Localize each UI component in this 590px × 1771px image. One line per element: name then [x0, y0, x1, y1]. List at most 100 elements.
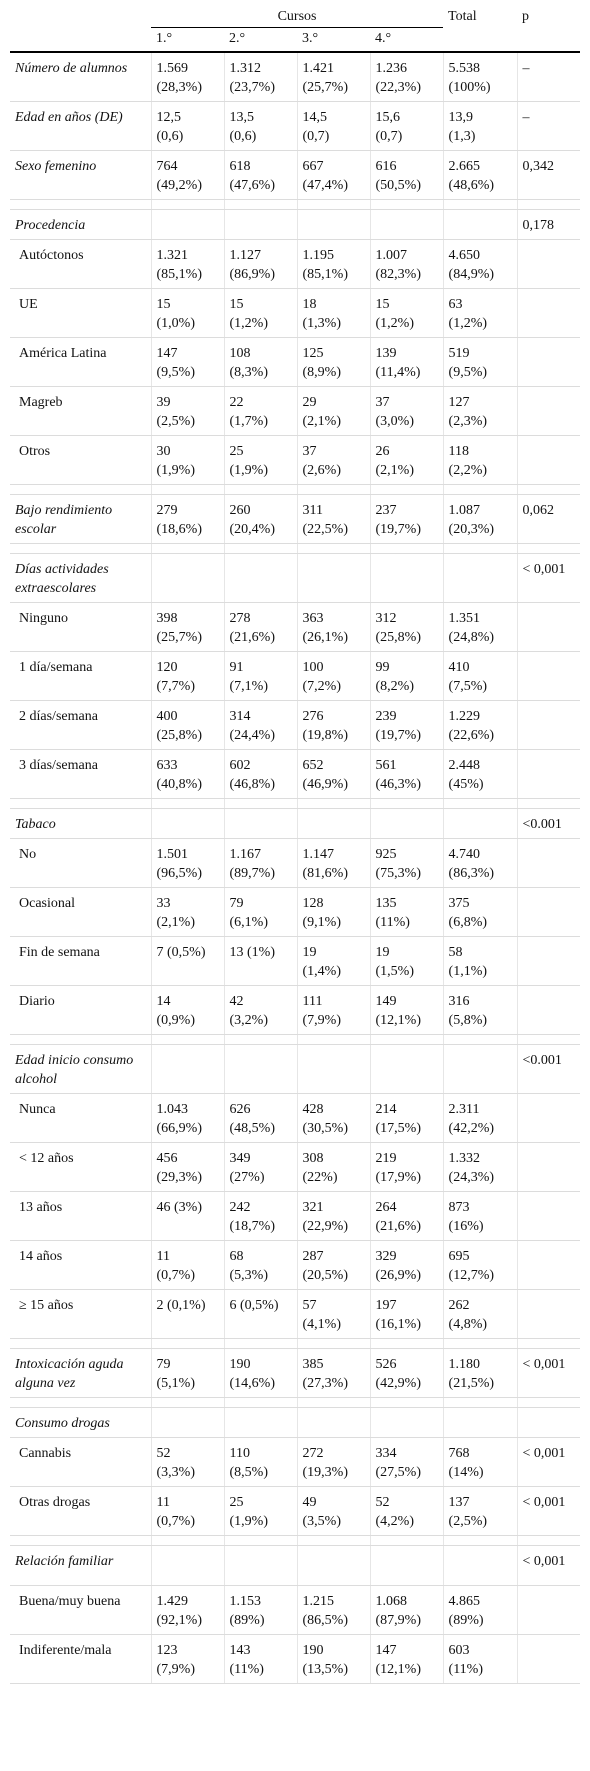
row-label: Ninguno [10, 602, 152, 652]
row-label: Otros [10, 435, 152, 485]
course-value-cell: 1.195 (85,1%) [297, 239, 371, 289]
row-label: Indiferente/mala [10, 1634, 152, 1684]
course-value-cell: 264 (21,6%) [370, 1191, 444, 1241]
section-row: Consumo drogas [10, 1407, 581, 1438]
percent-value: (16%) [448, 1219, 484, 1234]
count-value: 2 (0,1%) [156, 1298, 206, 1313]
course-value-cell: 143 (11%) [224, 1634, 298, 1684]
count-value: 1.153 [229, 1594, 262, 1609]
course-value-cell: 764 (49,2%) [151, 150, 225, 200]
percent-value: (2,1%) [375, 463, 415, 478]
total-value-cell: 58 (1,1%) [443, 936, 518, 986]
course-value-cell: 1.127 (86,9%) [224, 239, 298, 289]
count-value: 29 [302, 395, 317, 410]
course-value-cell: 25 (1,9%) [224, 435, 298, 485]
percent-value: (6,1%) [229, 915, 269, 930]
count-value: 143 [229, 1643, 251, 1658]
count-value: 123 [156, 1643, 178, 1658]
course-value-cell: 39 (2,5%) [151, 386, 225, 436]
row-label: Nunca [10, 1093, 152, 1143]
p-value-cell: 0,062 [517, 494, 581, 544]
course-value-cell: 278 (21,6%) [224, 602, 298, 652]
row-label: < 12 años [10, 1142, 152, 1192]
course-value-cell: 123 (7,9%) [151, 1634, 225, 1684]
count-value: 197 [375, 1298, 397, 1313]
course-value-cell: 311 (22,5%) [297, 494, 371, 544]
p-value-cell [517, 700, 581, 750]
percent-value: (26,9%) [375, 1268, 422, 1283]
course-value-cell: 149 (12,1%) [370, 985, 444, 1035]
course-value-cell: 15 (1,2%) [370, 288, 444, 338]
table-header: Cursos Total p 1.° 2.° 3.° 4.° [10, 7, 581, 53]
percent-value: (50,5%) [375, 178, 422, 193]
count-value: 264 [375, 1200, 397, 1215]
empty-cell [370, 1044, 444, 1094]
percent-value: (25,8%) [156, 728, 203, 743]
total-value-cell: 4.740 (86,3%) [443, 838, 518, 888]
spacer-cell [443, 1338, 518, 1349]
percent-value: (86,5%) [302, 1613, 349, 1628]
percent-value: (22,6%) [448, 728, 495, 743]
count-value: 118 [448, 444, 470, 459]
course-value-cell: 13 (1%) [224, 936, 298, 986]
course-value-cell: 42 (3,2%) [224, 985, 298, 1035]
count-value: 219 [375, 1151, 397, 1166]
percent-value: (13,5%) [302, 1662, 349, 1677]
p-value-cell: < 0,001 [517, 1545, 581, 1586]
course-value-cell: 1.215 (86,5%) [297, 1585, 371, 1635]
section-row: Procedencia 0,178 [10, 209, 581, 240]
count-value: 321 [302, 1200, 324, 1215]
count-value: 6 (0,5%) [229, 1298, 279, 1313]
percent-value: (12,1%) [375, 1662, 422, 1677]
empty-cell [224, 1407, 298, 1438]
percent-value: (20,3%) [448, 522, 495, 537]
spacer-row [10, 1397, 581, 1408]
course-value-cell: 19 (1,4%) [297, 936, 371, 986]
course-value-cell: 25 (1,9%) [224, 1486, 298, 1536]
percent-value: (2,3%) [448, 414, 488, 429]
percent-value: (14,6%) [229, 1376, 276, 1391]
course-value-cell: 242 (18,7%) [224, 1191, 298, 1241]
count-value: 456 [156, 1151, 178, 1166]
spacer-row [10, 543, 581, 554]
empty-cell [370, 209, 444, 240]
course-value-cell: 349 (27%) [224, 1142, 298, 1192]
count-value: 26 [375, 444, 390, 459]
row-label: Autóctonos [10, 239, 152, 289]
course-value-cell: 276 (19,8%) [297, 700, 371, 750]
empty-cell [443, 1044, 518, 1094]
count-value: 1.007 [375, 248, 408, 263]
count-value: 278 [229, 611, 251, 626]
spacer-cell [443, 1397, 518, 1408]
row-label: 3 días/semana [10, 749, 152, 799]
percent-value: (8,5%) [229, 1465, 269, 1480]
total-value-cell: 375 (6,8%) [443, 887, 518, 937]
percent-value: (1,9%) [156, 463, 196, 478]
table-row: Buena/muy buena 1.429 (92,1%) 1.153 (89%) 1.2… [10, 1585, 581, 1635]
spacer-cell [370, 543, 444, 554]
count-value: 19 [375, 945, 390, 960]
count-value: 108 [229, 346, 251, 361]
empty-cell [370, 1545, 444, 1586]
spacer-cell [10, 484, 152, 495]
percent-value: (40,8%) [156, 777, 203, 792]
count-value: 1.195 [302, 248, 335, 263]
empty-cell [297, 553, 371, 603]
spacer-cell [297, 1397, 371, 1408]
count-value: 873 [448, 1200, 470, 1215]
row-label: Magreb [10, 386, 152, 436]
count-value: 308 [302, 1151, 324, 1166]
percent-value: (4,8%) [448, 1317, 488, 1332]
p-value-cell: < 0,001 [517, 1486, 581, 1536]
count-value: 260 [229, 503, 251, 518]
table-row: 2 días/semana 400 (25,8%) 314 (24,4%) 276 (19,… [10, 700, 581, 750]
spacer-cell [10, 1338, 152, 1349]
spacer-cell [297, 543, 371, 554]
empty-cell [151, 1545, 225, 1586]
table-row: Otros 30 (1,9%) 25 (1,9%) 37 (2,6%) 26 (2,1%) 118… [10, 435, 581, 485]
row-label: Bajo rendimiento escolar [10, 494, 152, 544]
p-value-cell [517, 985, 581, 1035]
course-value-cell: 139 (11,4%) [370, 337, 444, 387]
course-value-cell: 68 (5,3%) [224, 1240, 298, 1290]
course-value-cell: 602 (46,8%) [224, 749, 298, 799]
